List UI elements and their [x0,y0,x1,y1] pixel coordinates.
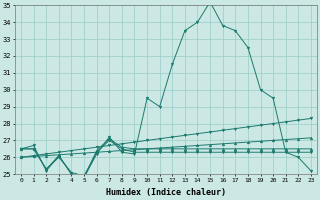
X-axis label: Humidex (Indice chaleur): Humidex (Indice chaleur) [106,188,226,197]
